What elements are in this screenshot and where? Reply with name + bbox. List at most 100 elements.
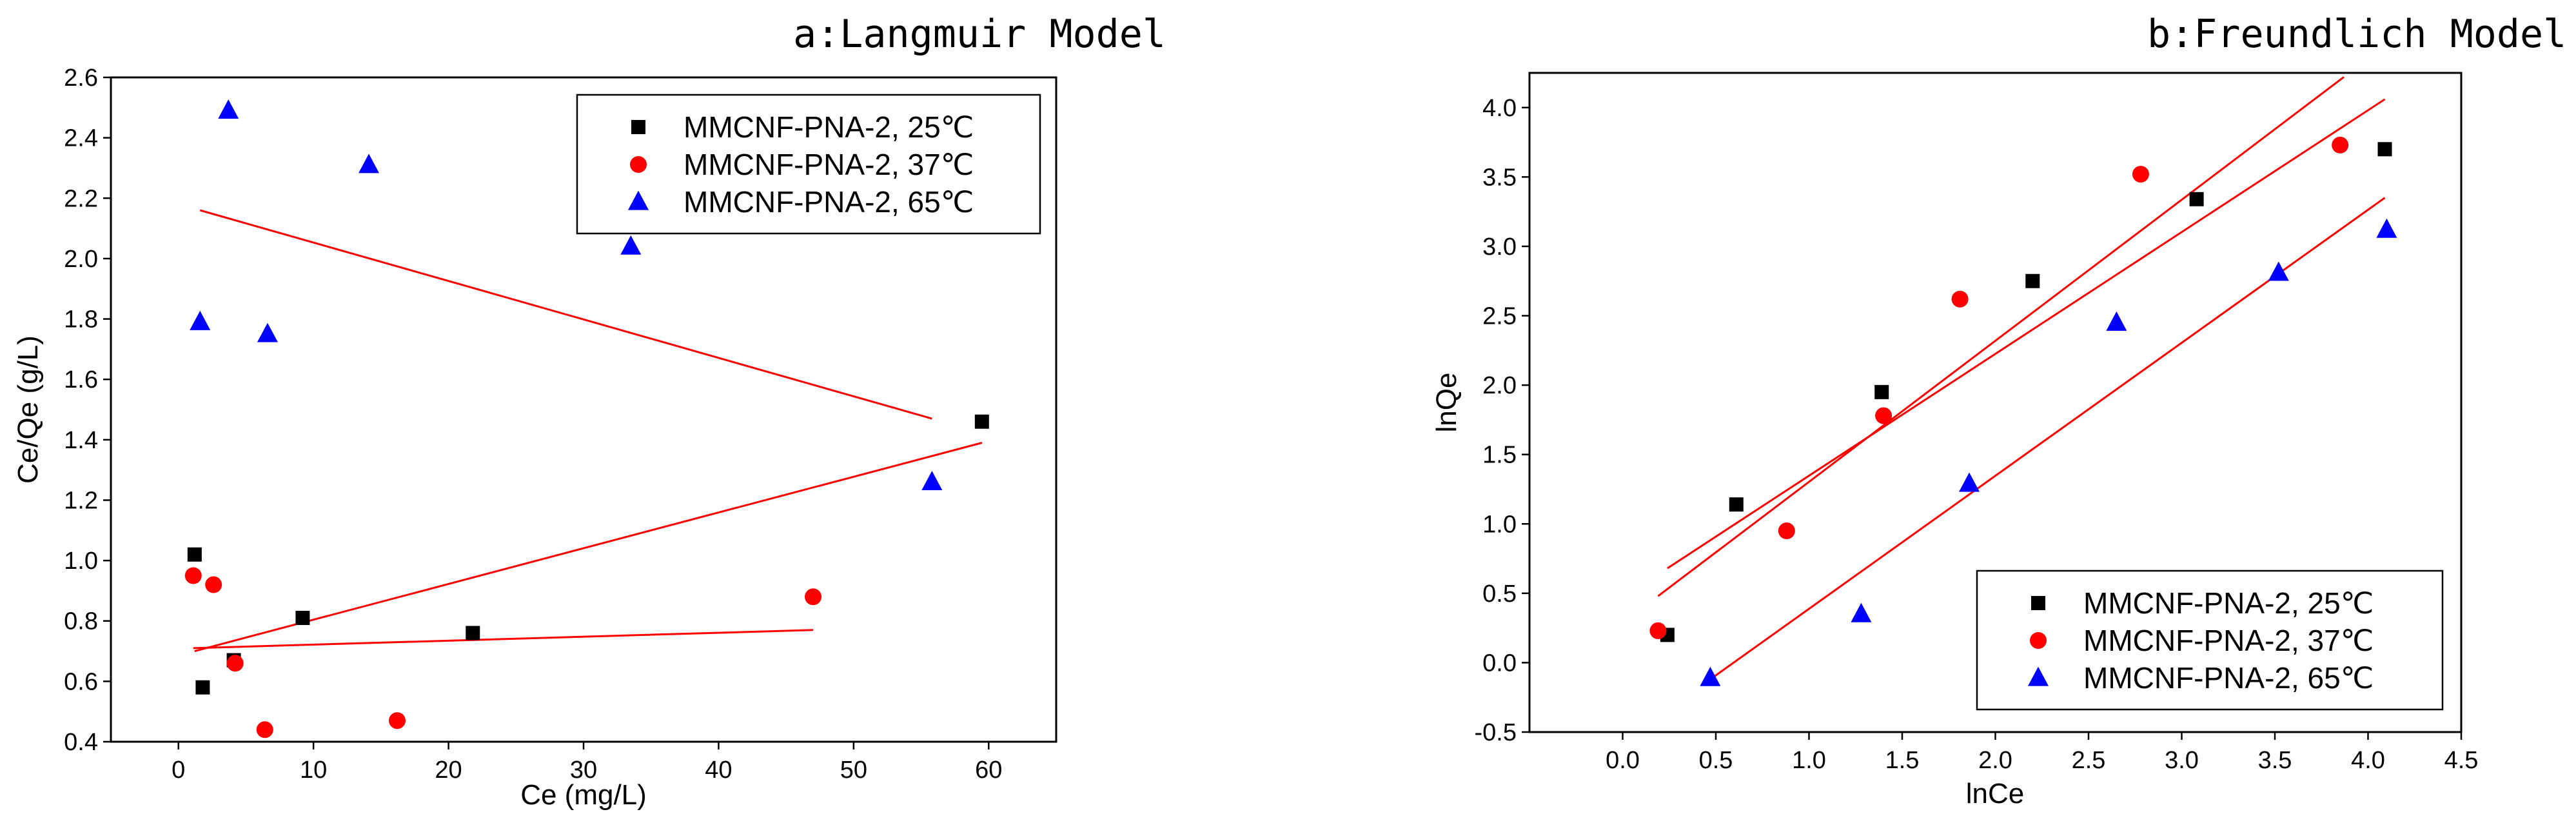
freundlich-data-point-triangle — [2106, 311, 2127, 331]
langmuir-legend-box — [576, 94, 1041, 235]
freundlich-x-tick-label: 0.0 — [1606, 747, 1640, 774]
freundlich-y-tick-label: 2.5 — [1482, 303, 1517, 330]
langmuir-y-tick-label: 0.8 — [64, 608, 98, 635]
freundlich-x-tick-label: 0.5 — [1699, 747, 1733, 774]
langmuir-legend-label: MMCNF-PNA-2, 25℃ — [683, 110, 974, 144]
freundlich-data-point-triangle — [2268, 261, 2289, 281]
langmuir-y-tick-label: 2.4 — [64, 125, 98, 152]
langmuir-data-point-triangle — [620, 235, 642, 255]
freundlich-y-tick-label: 2.0 — [1482, 372, 1517, 399]
langmuir-data-point-triangle — [218, 99, 239, 119]
langmuir-y-tick-label: 2.0 — [64, 246, 98, 273]
freundlich-legend-label: MMCNF-PNA-2, 65℃ — [2083, 661, 2374, 695]
freundlich-y-tick-label: 3.5 — [1482, 164, 1517, 191]
freundlich-data-point-circle — [2132, 166, 2149, 183]
freundlich-legend-marker — [2030, 632, 2047, 649]
langmuir-y-tick-label: 0.6 — [64, 668, 98, 695]
freundlich-data-point-triangle — [2376, 218, 2397, 238]
freundlich-y-tick-label: 0.5 — [1482, 580, 1517, 608]
langmuir-axis-ticks: 0 10 20 30 40 50 60 0.4 0.6 0.8 1.0 1.2 1.4 1.6 1.8 2.0… — [64, 64, 1002, 784]
freundlich-data-point-square — [1729, 497, 1744, 512]
freundlich-panel: b:Freundlich Model 0.0 0.5 1.0 1.5 2.0 2.5 3.0… — [1431, 12, 2566, 809]
langmuir-legend: MMCNF-PNA-2, 25℃ MMCNF-PNA-2, 37℃ MMCNF-PN… — [576, 94, 1041, 235]
langmuir-data-point-triangle — [921, 471, 943, 490]
freundlich-fit-line — [1657, 76, 2345, 597]
freundlich-x-tick-label: 2.5 — [2072, 747, 2106, 774]
freundlich-legend-marker — [2031, 596, 2045, 610]
freundlich-title: b:Freundlich Model — [2147, 12, 2566, 57]
langmuir-data-point-square — [974, 414, 989, 429]
freundlich-y-tick-label: 4.0 — [1482, 95, 1517, 122]
langmuir-data-point-triangle — [190, 310, 211, 330]
langmuir-x-tick-label: 30 — [570, 757, 597, 784]
freundlich-y-tick-label: 3.0 — [1482, 233, 1517, 261]
langmuir-data-point-square — [195, 680, 210, 695]
freundlich-data-point-circle — [1649, 622, 1667, 639]
freundlich-data-point-square — [1874, 384, 1889, 399]
freundlich-y-axis-label: lnQe — [1431, 373, 1462, 433]
langmuir-x-tick-label: 10 — [300, 757, 327, 784]
freundlich-x-tick-label: 4.5 — [2444, 747, 2479, 774]
langmuir-legend-marker — [630, 156, 647, 173]
freundlich-data-point-circle — [1778, 522, 1795, 540]
langmuir-title: a:Langmuir Model — [793, 12, 1166, 57]
freundlich-legend-marker — [2028, 666, 2049, 686]
langmuir-fit-lines — [193, 209, 983, 652]
freundlich-axis-ticks: 0.0 0.5 1.0 1.5 2.0 2.5 3.0 3.5 4.0 4.5 -0.5 0.0 0.5… — [1475, 95, 2479, 774]
langmuir-x-tick-label: 50 — [840, 757, 867, 784]
langmuir-panel: a:Langmuir Model 0 10 20 30 40 50 60 0.4 0.6 0.8 1… — [12, 12, 1166, 811]
freundlich-data-point-circle — [1875, 407, 1893, 424]
langmuir-y-tick-label: 1.2 — [64, 487, 98, 514]
freundlich-x-axis-label: lnCe — [1966, 778, 2025, 809]
freundlich-data-point-circle — [1951, 290, 1969, 308]
langmuir-data-point-circle — [205, 576, 222, 593]
freundlich-y-tick-label: -0.5 — [1475, 719, 1517, 746]
freundlich-legend-label: MMCNF-PNA-2, 37℃ — [2083, 624, 2374, 657]
freundlich-data-point-square — [2377, 142, 2392, 157]
langmuir-data-point-square — [466, 626, 480, 640]
freundlich-y-tick-label: 1.5 — [1482, 442, 1517, 469]
langmuir-data-points — [184, 99, 989, 739]
langmuir-data-point-circle — [805, 588, 822, 606]
langmuir-data-point-square — [187, 547, 202, 562]
freundlich-legend-label: MMCNF-PNA-2, 25℃ — [2083, 586, 2374, 620]
langmuir-x-tick-label: 20 — [435, 757, 462, 784]
freundlich-data-point-triangle — [1959, 472, 1980, 492]
langmuir-fit-line — [194, 442, 983, 652]
freundlich-legend-box — [1976, 570, 2444, 711]
langmuir-legend-label: MMCNF-PNA-2, 65℃ — [683, 185, 974, 219]
langmuir-data-point-circle — [256, 721, 273, 739]
freundlich-fit-line — [1667, 98, 2386, 570]
langmuir-fit-line — [193, 629, 814, 649]
freundlich-x-tick-label: 2.0 — [1978, 747, 2012, 774]
langmuir-legend-marker — [631, 120, 645, 134]
freundlich-x-tick-label: 1.5 — [1885, 747, 1920, 774]
langmuir-data-point-circle — [226, 655, 244, 672]
freundlich-data-point-square — [2189, 192, 2204, 206]
langmuir-y-tick-label: 1.6 — [64, 366, 98, 393]
langmuir-legend-marker — [628, 190, 649, 210]
langmuir-data-point-triangle — [257, 322, 278, 342]
langmuir-x-tick-label: 0 — [172, 757, 185, 784]
freundlich-y-tick-label: 1.0 — [1482, 511, 1517, 538]
langmuir-x-axis-label: Ce (mg/L) — [520, 779, 647, 811]
langmuir-data-point-square — [295, 611, 310, 626]
freundlich-data-point-triangle — [1700, 666, 1721, 686]
langmuir-x-tick-label: 40 — [705, 757, 732, 784]
langmuir-y-tick-label: 1.8 — [64, 306, 98, 333]
langmuir-y-tick-label: 0.4 — [64, 729, 98, 756]
freundlich-data-point-circle — [2332, 136, 2349, 154]
freundlich-x-tick-label: 3.0 — [2165, 747, 2199, 774]
langmuir-y-tick-label: 1.0 — [64, 548, 98, 575]
freundlich-legend: MMCNF-PNA-2, 25℃ MMCNF-PNA-2, 37℃ MMCNF-PN… — [1976, 570, 2444, 711]
langmuir-legend-label: MMCNF-PNA-2, 37℃ — [683, 148, 974, 181]
freundlich-y-tick-label: 0.0 — [1482, 649, 1517, 677]
langmuir-y-tick-label: 1.4 — [64, 427, 98, 454]
langmuir-fit-line — [199, 209, 932, 420]
langmuir-y-tick-label: 2.6 — [64, 64, 98, 92]
freundlich-x-tick-label: 1.0 — [1792, 747, 1826, 774]
langmuir-data-point-circle — [184, 567, 202, 584]
langmuir-x-tick-label: 60 — [975, 757, 1002, 784]
freundlich-x-tick-label: 3.5 — [2258, 747, 2292, 774]
